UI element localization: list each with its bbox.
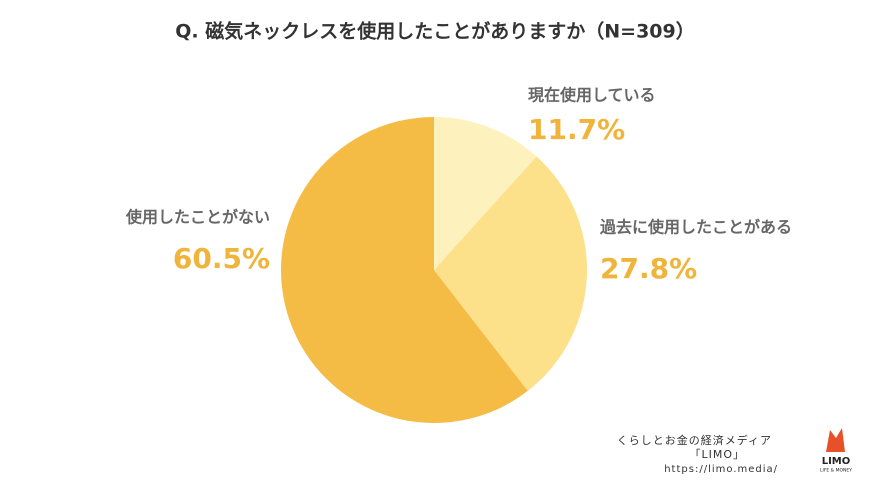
logo-icon: [826, 428, 845, 452]
value-label: 27.8%: [600, 252, 697, 285]
value-label: 11.7%: [528, 113, 625, 146]
footer-url: https://limo.media/: [664, 464, 778, 475]
chart-title: Q. 磁気ネックレスを使用したことがありますか（N=309）: [175, 20, 694, 43]
logo: LIMO: [822, 456, 851, 467]
category-label: 過去に使用したことがある: [599, 218, 792, 237]
logo-sub: LIFE & MONEY: [820, 468, 852, 474]
pie-slice: [281, 117, 528, 423]
pie-slice: [434, 156, 587, 391]
footer-text: くらしとお金の経済メディア: [617, 433, 772, 447]
pie-slice: [434, 117, 537, 270]
value-label: 60.5%: [173, 242, 270, 275]
category-label: 使用したことがない: [125, 208, 270, 227]
category-label: 現在使用している: [528, 86, 656, 105]
footer-text: 「LIMO」: [689, 448, 745, 461]
